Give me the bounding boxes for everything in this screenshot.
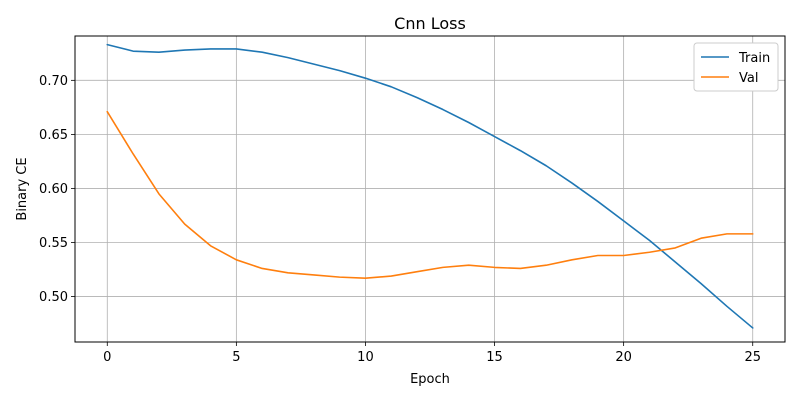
x-axis-label: Epoch [410, 372, 450, 387]
y-axis-label: Binary CE [15, 157, 30, 220]
legend-label-train: Train [738, 51, 770, 66]
legend-label-val: Val [739, 71, 758, 86]
x-tick-label: 25 [744, 350, 761, 365]
x-tick-label: 10 [357, 350, 374, 365]
y-tick-label: 0.60 [39, 182, 68, 197]
x-axis-ticks: 0 5 10 15 20 25 [103, 342, 761, 365]
series-line-train [106, 43, 754, 329]
x-tick-label: 15 [486, 350, 503, 365]
series-line-val [106, 110, 754, 280]
y-tick-label: 0.50 [39, 290, 68, 305]
x-tick-label: 5 [232, 350, 240, 365]
plot-frame [74, 35, 786, 343]
x-tick-label: 0 [103, 350, 111, 365]
series-lines [106, 43, 754, 329]
y-tick-label: 0.65 [39, 128, 68, 143]
y-tick-label: 0.70 [39, 74, 68, 89]
legend: Train Val [693, 42, 779, 92]
chart-title: Cnn Loss [394, 14, 466, 33]
y-tick-label: 0.55 [39, 236, 68, 251]
y-axis-ticks: 0.50 0.55 0.60 0.65 0.70 [39, 74, 75, 305]
x-tick-label: 20 [615, 350, 632, 365]
grid [75, 36, 785, 342]
legend-box [693, 42, 779, 92]
